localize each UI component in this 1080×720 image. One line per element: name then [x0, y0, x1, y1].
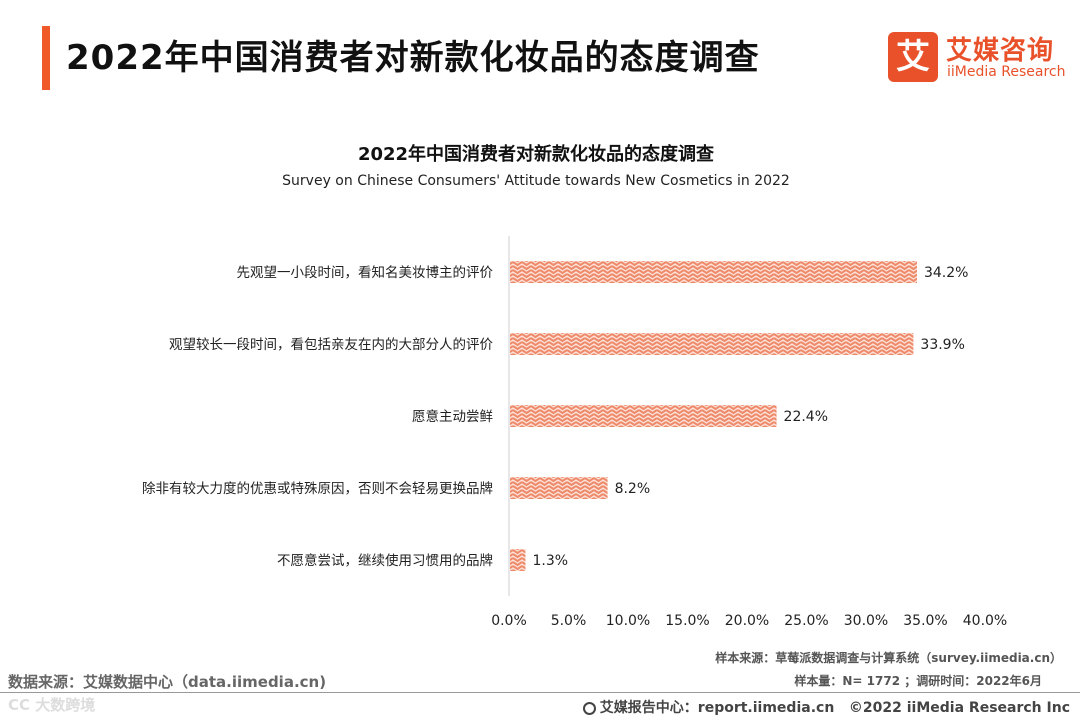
x-tick-label-2: 10.0% [606, 613, 650, 629]
category-label-2: 愿意主动尝鲜 [412, 408, 493, 425]
footer-divider [0, 692, 1080, 693]
bar-0 [510, 261, 917, 283]
value-label-3: 8.2% [615, 481, 651, 497]
copyright-text: ©2022 iiMedia Research Inc [848, 700, 1070, 716]
category-label-3: 除非有较大力度的优惠或特殊原因，否则不会轻易更换品牌 [142, 480, 493, 497]
chart-title: 2022年中国消费者对新款化妆品的态度调查 [357, 144, 715, 165]
sample-source-note: 样本来源：草莓派数据调查与计算系统（survey.iimedia.cn） [715, 651, 1062, 665]
report-center-link[interactable]: 艾媒报告中心：report.iimedia.cn [599, 700, 835, 716]
title-accent-bar [42, 26, 50, 90]
x-tick-label-7: 35.0% [903, 613, 947, 629]
x-tick-label-5: 25.0% [784, 613, 828, 629]
bar-1 [510, 333, 914, 355]
category-label-4: 不愿意尝试，继续使用习惯用的品牌 [277, 552, 493, 569]
x-tick-label-0: 0.0% [491, 613, 527, 629]
value-label-1: 33.9% [920, 337, 964, 353]
bar-2 [510, 405, 777, 427]
chart-subtitle: Survey on Chinese Consumers' Attitude to… [282, 173, 790, 189]
value-label-0: 34.2% [924, 265, 968, 281]
bar-3 [510, 477, 608, 499]
bar-4 [510, 549, 526, 571]
brand-logo: 艾 艾媒咨询 iiMedia Research [888, 30, 1066, 86]
category-label-0: 先观望一小段时间，看知名美妆博主的评价 [237, 264, 494, 281]
footer-info: 艾媒报告中心：report.iimedia.cn ©2022 iiMedia R… [582, 697, 1070, 717]
logo-english-name: iiMedia Research [947, 64, 1066, 80]
page-title: 2022年中国消费者对新款化妆品的态度调查 [66, 38, 760, 78]
x-tick-label-6: 30.0% [844, 613, 888, 629]
x-tick-label-4: 20.0% [725, 613, 769, 629]
logo-mark-icon: 艾 [888, 32, 938, 82]
sample-size-note: 样本量：N= 1772 ；调研时间：2022年6月 [794, 674, 1042, 688]
globe-icon [582, 702, 596, 715]
x-tick-label-8: 40.0% [963, 613, 1007, 629]
value-label-4: 1.3% [532, 553, 568, 569]
category-label-1: 观望较长一段时间，看包括亲友在内的大部分人的评价 [169, 337, 493, 353]
x-tick-label-1: 5.0% [551, 613, 587, 629]
x-tick-label-3: 15.0% [665, 613, 709, 629]
data-source-note: 数据来源：艾媒数据中心（data.iimedia.cn) [8, 673, 327, 691]
value-label-2: 22.4% [784, 409, 828, 425]
watermark-text: CC 大数跨境 [8, 696, 96, 714]
logo-chinese-name: 艾媒咨询 [946, 36, 1055, 66]
